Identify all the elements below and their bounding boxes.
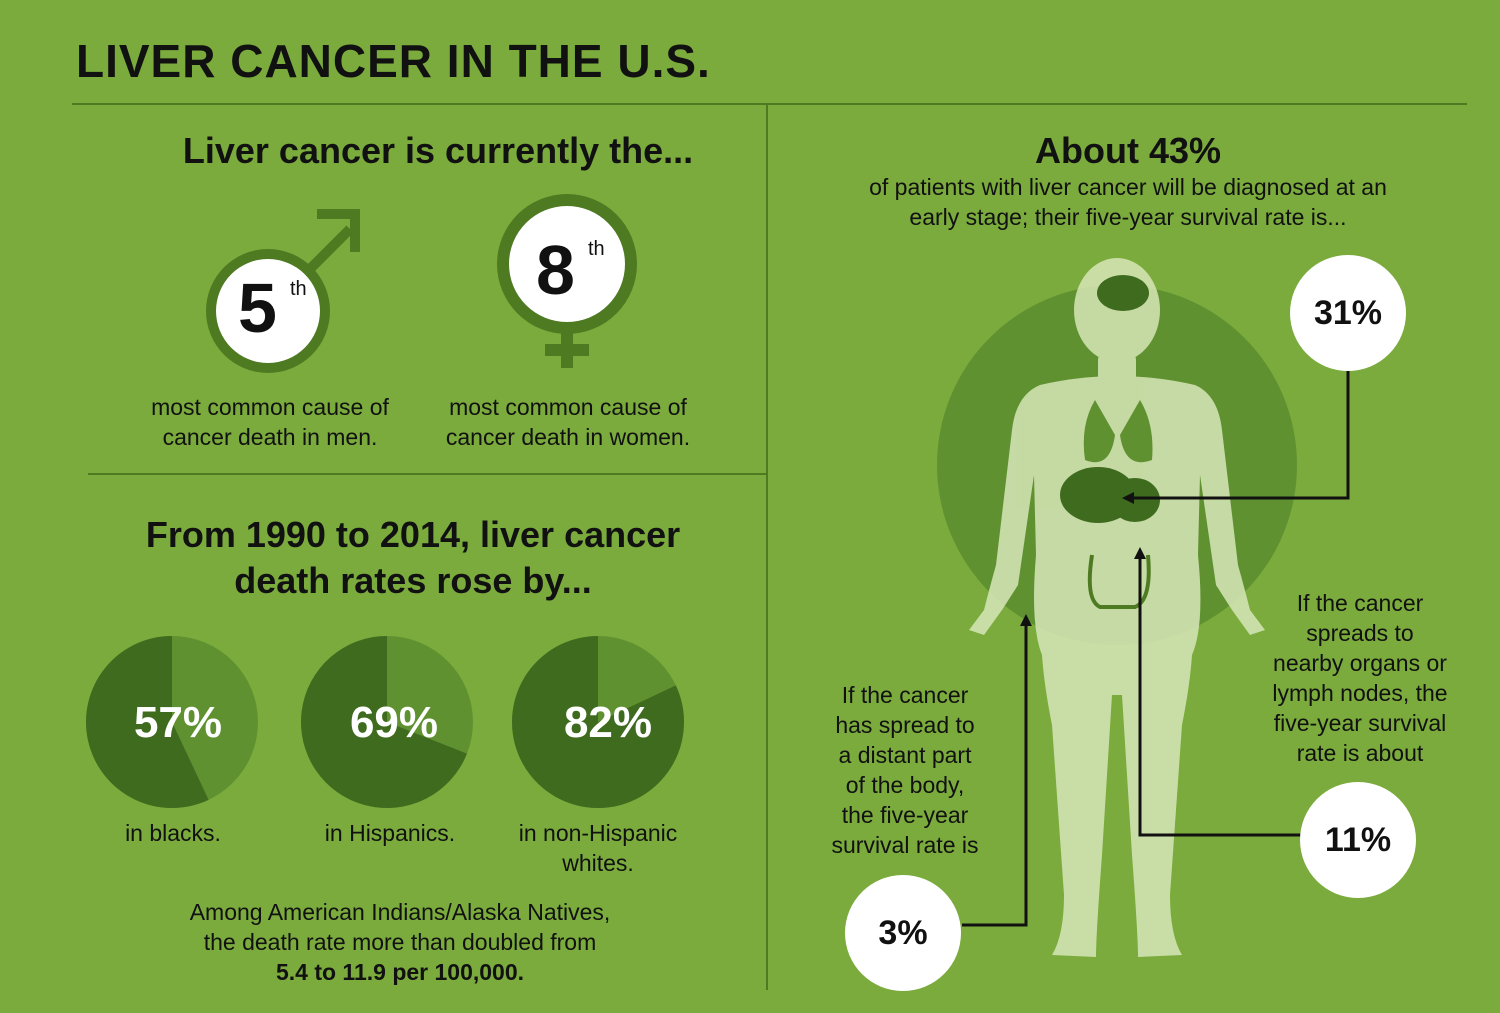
women-rank-suffix: th [588,238,605,260]
footnote: Among American Indians/Alaska Natives, t… [189,899,611,985]
women-rank-number: 8 [536,231,575,309]
female-symbol-icon [497,194,637,368]
rate-pies [85,636,684,809]
women-caption: most common cause of cancer death in wom… [445,394,691,450]
pie-slice-hispanics [301,636,467,809]
survival-subheading: of patients with liver cancer will be di… [869,174,1387,230]
pie-slice-blacks [85,636,209,808]
page-title: LIVER CANCER IN THE U.S. [76,35,711,87]
survival-heading: About 43% [1034,130,1221,171]
pie-label-hispanics: 69% [349,698,439,747]
distant-stage-text: If the cancer has spread to a distant pa… [831,682,979,858]
regional-stage-text: If the cancer spreads to nearby organs o… [1272,590,1448,766]
pie-caption-whites: in non-Hispanic whites. [518,820,678,876]
men-rank-suffix: th [290,278,307,300]
regional-stage-bubble: 11% [1300,782,1416,898]
male-symbol-icon [206,209,360,373]
pie-caption-hispanics: in Hispanics. [324,820,456,846]
column-divider [766,105,768,990]
men-caption: most common cause of cancer death in men… [151,394,389,450]
pie-label-whites: 82% [563,698,653,747]
rates-heading: From 1990 to 2014, liver cancer death ra… [145,514,681,601]
men-rank-number: 5 [238,269,277,347]
pie-slice-whites [512,636,684,808]
rank-heading: Liver cancer is currently the... [182,130,694,171]
women-rank: 8 th [536,230,646,320]
pie-caption-blacks: in blacks. [125,820,221,846]
early-stage-bubble: 31% [1290,255,1406,371]
distant-stage-bubble: 3% [845,875,961,991]
left-section-divider [88,473,766,475]
men-rank: 5 th [238,268,348,358]
pie-label-blacks: 57% [133,698,223,747]
internal-organs [1060,275,1160,609]
title-divider [72,103,1467,105]
human-body-illustration [937,258,1297,957]
